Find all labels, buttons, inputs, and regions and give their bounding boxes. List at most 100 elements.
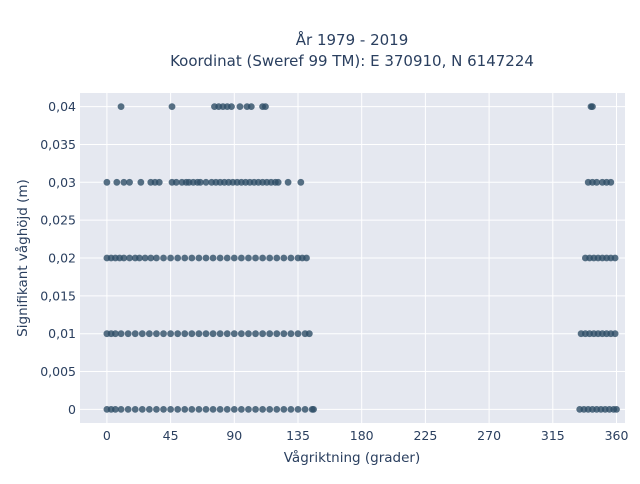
data-points — [103, 103, 620, 413]
data-point — [137, 178, 145, 186]
data-point — [153, 330, 160, 338]
data-point — [266, 405, 274, 413]
data-point — [301, 405, 309, 413]
data-point — [247, 103, 255, 111]
data-point — [297, 178, 305, 186]
data-point — [124, 330, 132, 338]
data-point — [230, 330, 238, 338]
data-point — [136, 254, 143, 262]
data-point — [245, 330, 252, 338]
data-point — [195, 330, 203, 338]
data-point — [280, 330, 288, 338]
data-point — [202, 330, 210, 338]
data-point — [111, 405, 119, 413]
y-tick-label: 0,035 — [40, 137, 76, 152]
data-point — [117, 405, 125, 413]
data-point — [138, 330, 146, 338]
data-point — [196, 178, 204, 186]
y-tick-label: 0,04 — [48, 99, 76, 114]
data-point — [273, 330, 281, 338]
x-tick-label: 135 — [286, 428, 310, 443]
data-point — [611, 330, 619, 338]
y-tick-label: 0,025 — [40, 213, 76, 228]
data-point — [252, 405, 259, 413]
data-point — [209, 254, 217, 262]
x-tick-label: 45 — [163, 428, 179, 443]
data-point — [228, 103, 235, 111]
data-point — [237, 254, 245, 262]
data-point — [174, 405, 182, 413]
x-tick-label: 270 — [477, 428, 501, 443]
data-point — [117, 330, 125, 338]
data-point — [153, 254, 160, 262]
x-tick-label: 225 — [413, 428, 437, 443]
data-point — [138, 405, 146, 413]
data-point — [181, 405, 189, 413]
data-point — [294, 330, 302, 338]
data-point — [245, 405, 252, 413]
data-point — [216, 405, 224, 413]
data-point — [273, 405, 281, 413]
data-point — [209, 405, 217, 413]
data-point — [223, 405, 231, 413]
y-tick-label: 0,005 — [40, 364, 76, 379]
data-point — [252, 330, 259, 338]
data-point — [153, 405, 160, 413]
data-point — [160, 330, 167, 338]
data-point — [168, 103, 176, 111]
data-point — [167, 405, 175, 413]
data-point — [259, 405, 267, 413]
data-point — [613, 405, 620, 413]
grid-lines — [80, 93, 625, 423]
data-point — [266, 254, 274, 262]
data-point — [280, 405, 288, 413]
x-tick-label: 315 — [541, 428, 565, 443]
data-point — [188, 330, 196, 338]
data-point — [202, 178, 210, 186]
data-point — [252, 254, 259, 262]
data-point — [259, 254, 267, 262]
data-point — [237, 405, 245, 413]
x-tick-label: 360 — [605, 428, 629, 443]
data-point — [188, 254, 196, 262]
data-point — [155, 178, 163, 186]
data-point — [310, 405, 317, 413]
data-point — [120, 254, 128, 262]
y-tick-label: 0,015 — [40, 288, 76, 303]
data-point — [230, 405, 238, 413]
data-point — [589, 103, 596, 111]
data-point — [174, 254, 182, 262]
data-point — [607, 178, 615, 186]
y-tick-label: 0 — [68, 402, 76, 417]
x-axis-title: Vågriktning (grader) — [284, 449, 421, 466]
data-point — [284, 178, 292, 186]
data-point — [209, 330, 217, 338]
data-point — [145, 405, 153, 413]
data-point — [202, 254, 210, 262]
chart-title-line2: Koordinat (Sweref 99 TM): E 370910, N 61… — [170, 52, 534, 70]
y-axis-title: Signifikant våghöjd (m) — [14, 179, 31, 337]
data-point — [245, 254, 252, 262]
data-point — [160, 254, 167, 262]
data-point — [237, 330, 245, 338]
data-point — [117, 103, 125, 111]
data-point — [223, 330, 231, 338]
data-point — [141, 254, 149, 262]
chart-title-line1: År 1979 - 2019 — [296, 30, 409, 49]
data-point — [259, 330, 267, 338]
data-point — [131, 330, 139, 338]
data-point — [167, 330, 175, 338]
y-axis-ticks: 0 0,005 0,01 0,015 0,02 0,025 0,03 0,035 0,04 — [40, 99, 76, 417]
data-point — [273, 254, 281, 262]
data-point — [266, 330, 274, 338]
data-point — [195, 254, 203, 262]
data-point — [280, 254, 288, 262]
data-point — [172, 178, 180, 186]
x-tick-label: 180 — [350, 428, 374, 443]
data-point — [216, 254, 224, 262]
data-point — [611, 254, 619, 262]
y-tick-label: 0,03 — [48, 175, 76, 190]
data-point — [230, 254, 238, 262]
data-point — [126, 178, 133, 186]
data-point — [160, 405, 167, 413]
